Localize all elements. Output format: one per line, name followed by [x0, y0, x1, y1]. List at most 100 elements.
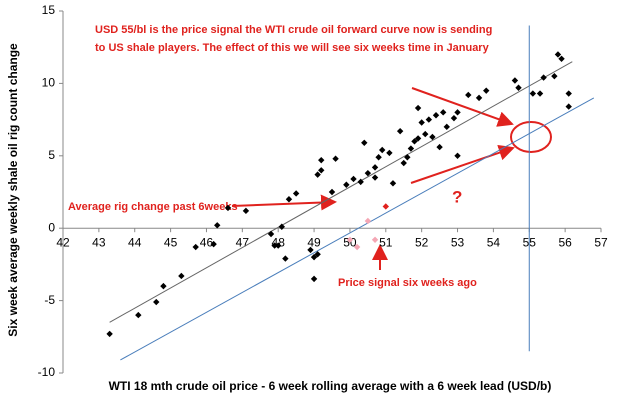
point [364, 217, 372, 225]
point [314, 171, 321, 178]
x-axis-title: WTI 18 mth crude oil price - 6 week roll… [109, 379, 552, 393]
point [436, 143, 443, 151]
point [135, 311, 142, 319]
x-tick-label: 45 [164, 235, 178, 249]
annotation: Average rig change past 6weeks [68, 201, 238, 213]
point [310, 275, 318, 283]
point [160, 282, 167, 290]
point [371, 236, 379, 243]
point [328, 188, 336, 196]
point [364, 169, 372, 177]
point [224, 204, 232, 212]
point [350, 175, 357, 183]
point [411, 138, 418, 145]
point [511, 77, 519, 84]
arrow [411, 87, 514, 127]
point [429, 133, 436, 141]
y-tick-label: -5 [44, 293, 55, 307]
point [375, 154, 382, 161]
annotation: USD 55/bl is the price signal the WTI cr… [95, 24, 492, 36]
point [285, 196, 293, 203]
point [422, 130, 429, 138]
point [465, 91, 472, 99]
arrows [231, 87, 552, 270]
x-tick-label: 43 [92, 235, 106, 249]
point [515, 84, 522, 91]
point [192, 243, 199, 251]
point [454, 109, 461, 116]
point [371, 174, 379, 181]
point [425, 116, 433, 123]
trend-line [109, 61, 573, 323]
point [346, 236, 354, 243]
point [404, 154, 411, 161]
point [554, 51, 562, 58]
point [271, 242, 278, 249]
point [565, 103, 572, 110]
x-tick-label: 42 [56, 235, 70, 249]
point [153, 298, 160, 306]
trend-line [120, 97, 595, 361]
point [382, 203, 389, 210]
highlight-ellipse [510, 121, 552, 153]
point [282, 255, 289, 262]
point [558, 55, 565, 62]
point [540, 74, 547, 81]
y-tick-label: 0 [48, 220, 55, 234]
x-tick-label: 54 [487, 235, 501, 249]
y-tick-label: 10 [42, 76, 56, 90]
x-tick-label: 52 [415, 235, 429, 249]
point [371, 164, 379, 171]
point [414, 104, 422, 112]
annotation: ? [452, 187, 462, 206]
y-tick-label: 15 [42, 3, 56, 17]
arrow [231, 194, 337, 211]
point [318, 156, 325, 164]
x-tick-label: 57 [594, 235, 608, 249]
point [242, 207, 250, 215]
point [310, 253, 318, 261]
point [314, 251, 321, 258]
point [483, 87, 490, 94]
point [450, 114, 458, 122]
point [536, 90, 544, 97]
point [318, 167, 325, 174]
point [379, 146, 386, 154]
point [332, 155, 339, 162]
x-tick-label: 56 [558, 235, 572, 249]
x-tick-label: 53 [451, 235, 465, 249]
point [529, 90, 537, 97]
point [106, 330, 113, 338]
point [267, 230, 275, 238]
x-tick-label: 46 [200, 235, 214, 249]
point [407, 145, 415, 152]
point [275, 242, 282, 249]
y-tick-label: -10 [38, 365, 56, 379]
point [432, 112, 440, 119]
point [565, 90, 572, 97]
point [443, 123, 450, 131]
point [278, 223, 285, 230]
point [210, 240, 217, 248]
point [343, 181, 350, 188]
y-tick-label: 5 [48, 148, 55, 162]
point [439, 109, 447, 116]
x-tick-label: 44 [128, 235, 142, 249]
arrow [410, 144, 515, 184]
point [551, 72, 558, 80]
y-axis-title: Six week average weekly shale oil rig co… [6, 43, 20, 337]
point [361, 139, 368, 146]
point [454, 152, 461, 159]
x-tick-label: 51 [379, 235, 393, 249]
point [475, 94, 483, 102]
point [353, 243, 361, 251]
point [414, 135, 422, 142]
point [400, 159, 407, 167]
point [292, 190, 300, 197]
point [418, 119, 425, 126]
point [396, 127, 404, 135]
annotation: to US shale players. The effect of this … [95, 42, 490, 54]
annotation: Price signal six weeks ago [338, 277, 477, 289]
x-tick-label: 49 [307, 235, 321, 249]
